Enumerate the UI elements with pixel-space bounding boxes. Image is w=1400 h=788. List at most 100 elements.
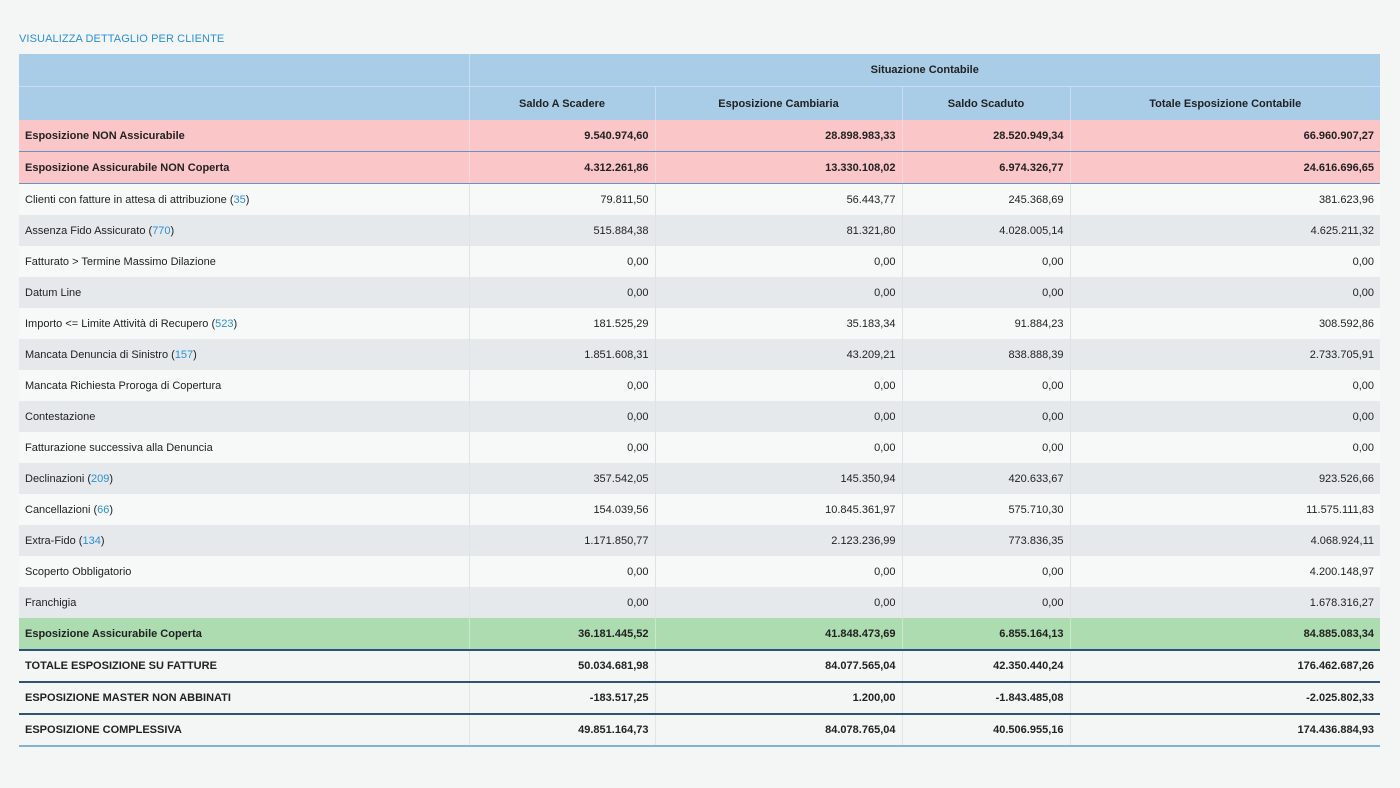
value-esposizione-cambiaria: 0,00	[655, 246, 903, 277]
header-columns-row: Saldo A Scadere Esposizione Cambiaria Sa…	[19, 86, 1380, 120]
row-label: Contestazione	[25, 410, 96, 423]
table-row: Esposizione Assicurabile Coperta 36.181.4…	[19, 618, 1380, 651]
column-header-esposizione-cambiaria[interactable]: Esposizione Cambiaria	[655, 86, 903, 120]
table-row: Mancata Denuncia di Sinistro (157) 1.851.…	[19, 339, 1380, 370]
value-saldo-scaduto: 0,00	[902, 277, 1071, 308]
value-totale-esposizione-contabile: 176.462.687,26	[1070, 650, 1380, 683]
value-esposizione-cambiaria: 35.183,34	[655, 308, 903, 339]
value-saldo-scaduto: 6.974.326,77	[902, 151, 1071, 184]
table-row: Assenza Fido Assicurato (770) 515.884,38 8…	[19, 215, 1380, 246]
value-esposizione-cambiaria: 41.848.473,69	[655, 618, 903, 651]
value-saldo-scaduto: 42.350.440,24	[902, 650, 1071, 683]
header-empty-cell	[19, 86, 470, 120]
value-totale-esposizione-contabile: 4.068.924,11	[1070, 525, 1380, 556]
table-header: Situazione Contabile Saldo A Scadere Esp…	[19, 54, 1380, 120]
value-totale-esposizione-contabile: 1.678.316,27	[1070, 587, 1380, 618]
row-label: Mancata Denuncia di Sinistro	[25, 348, 169, 361]
client-count-link[interactable]: 134	[82, 534, 101, 547]
value-totale-esposizione-contabile: 24.616.696,65	[1070, 151, 1380, 184]
client-count-link[interactable]: 157	[174, 348, 194, 361]
table-row: Importo <= Limite Attività di Recupero (…	[19, 308, 1380, 339]
row-label-cell: Importo <= Limite Attività di Recupero (…	[19, 308, 470, 339]
value-saldo-a-scadere: 1.171.850,77	[469, 525, 656, 556]
row-label-cell: Fatturazione successiva alla Denuncia	[19, 432, 470, 463]
view-client-detail-link[interactable]: VISUALIZZA DETTAGLIO PER CLIENTE	[19, 33, 225, 45]
row-label-cell: Franchigia	[19, 587, 470, 618]
row-label-cell: ESPOSIZIONE COMPLESSIVA	[19, 714, 470, 747]
value-saldo-a-scadere: 0,00	[469, 401, 656, 432]
header-group-situazione-contabile: Situazione Contabile	[469, 54, 1380, 87]
row-label-cell: Clienti con fatture in attesa di attribu…	[19, 183, 470, 215]
row-label: Fatturazione successiva alla Denuncia	[25, 441, 213, 454]
value-esposizione-cambiaria: 145.350,94	[655, 463, 903, 494]
value-totale-esposizione-contabile: 4.200.148,97	[1070, 556, 1380, 587]
value-saldo-scaduto: 0,00	[902, 556, 1071, 587]
value-esposizione-cambiaria: 81.321,80	[655, 215, 903, 246]
client-count-link[interactable]: 770	[152, 224, 171, 237]
column-header-totale-esposizione-contabile[interactable]: Totale Esposizione Contabile	[1070, 86, 1380, 120]
table-row: ESPOSIZIONE MASTER NON ABBINATI -183.517,…	[19, 682, 1380, 715]
client-count-link[interactable]: 66	[97, 503, 110, 516]
row-label-cell: Fatturato > Termine Massimo Dilazione	[19, 246, 470, 277]
value-totale-esposizione-contabile: 0,00	[1070, 246, 1380, 277]
table-row: Franchigia 0,00 0,00 0,00 1.678.316,27	[19, 587, 1380, 618]
client-count-link[interactable]: 523	[215, 317, 234, 330]
value-saldo-a-scadere: 9.540.974,60	[469, 120, 656, 152]
column-header-saldo-a-scadere[interactable]: Saldo A Scadere	[469, 86, 656, 120]
row-label: Extra-Fido	[25, 534, 76, 547]
value-totale-esposizione-contabile: 0,00	[1070, 277, 1380, 308]
value-esposizione-cambiaria: 28.898.983,33	[655, 120, 903, 152]
value-saldo-a-scadere: 0,00	[469, 556, 656, 587]
value-saldo-a-scadere: 0,00	[469, 432, 656, 463]
value-saldo-a-scadere: 0,00	[469, 277, 656, 308]
row-label: Declinazioni	[25, 472, 85, 485]
table-row: Cancellazioni (66) 154.039,56 10.845.361,9…	[19, 494, 1380, 525]
value-saldo-a-scadere: 0,00	[469, 370, 656, 401]
value-saldo-scaduto: 4.028.005,14	[902, 215, 1071, 246]
value-totale-esposizione-contabile: 308.592,86	[1070, 308, 1380, 339]
table-row: Esposizione NON Assicurabile 9.540.974,60…	[19, 120, 1380, 152]
exposure-table: Situazione Contabile Saldo A Scadere Esp…	[19, 54, 1380, 747]
row-label: Importo <= Limite Attività di Recupero	[25, 317, 209, 330]
table-row: ESPOSIZIONE COMPLESSIVA 49.851.164,73 84.0…	[19, 714, 1380, 747]
value-saldo-a-scadere: 0,00	[469, 587, 656, 618]
row-label-cell: Assenza Fido Assicurato (770)	[19, 215, 470, 246]
table-row: Extra-Fido (134) 1.171.850,77 2.123.236,99…	[19, 525, 1380, 556]
value-saldo-scaduto: 0,00	[902, 432, 1071, 463]
row-label: Esposizione Assicurabile NON Coperta	[25, 161, 230, 174]
row-label-cell: Declinazioni (209)	[19, 463, 470, 494]
column-header-saldo-scaduto[interactable]: Saldo Scaduto	[902, 86, 1071, 120]
value-saldo-scaduto: 773.836,35	[902, 525, 1071, 556]
row-label: Cancellazioni	[25, 503, 91, 516]
value-saldo-scaduto: 575.710,30	[902, 494, 1071, 525]
value-saldo-a-scadere: 357.542,05	[469, 463, 656, 494]
value-saldo-scaduto: 6.855.164,13	[902, 618, 1071, 651]
table-row: Fatturazione successiva alla Denuncia 0,0…	[19, 432, 1380, 463]
table-row: Clienti con fatture in attesa di attribu…	[19, 183, 1380, 215]
row-label-cell: Datum Line	[19, 277, 470, 308]
row-label-cell: TOTALE ESPOSIZIONE SU FATTURE	[19, 650, 470, 683]
row-label-cell: Scoperto Obbligatorio	[19, 556, 470, 587]
value-esposizione-cambiaria: 43.209,21	[655, 339, 903, 370]
client-count-link[interactable]: 209	[91, 472, 110, 485]
row-label: Datum Line	[25, 286, 82, 299]
header-group-row: Situazione Contabile	[19, 54, 1380, 87]
table-row: TOTALE ESPOSIZIONE SU FATTURE 50.034.681,…	[19, 650, 1380, 683]
table-row: Mancata Richiesta Proroga di Copertura 0,…	[19, 370, 1380, 401]
value-saldo-a-scadere: 1.851.608,31	[469, 339, 656, 370]
value-saldo-a-scadere: 0,00	[469, 246, 656, 277]
row-label: Scoperto Obbligatorio	[25, 565, 132, 578]
value-esposizione-cambiaria: 0,00	[655, 432, 903, 463]
row-label-cell: Esposizione Assicurabile Coperta	[19, 618, 470, 651]
value-esposizione-cambiaria: 1.200,00	[655, 682, 903, 715]
row-label-cell: Mancata Denuncia di Sinistro (157)	[19, 339, 470, 370]
value-esposizione-cambiaria: 0,00	[655, 556, 903, 587]
row-label: Clienti con fatture in attesa di attribu…	[25, 193, 227, 206]
row-label: TOTALE ESPOSIZIONE SU FATTURE	[25, 660, 217, 672]
value-saldo-scaduto: 0,00	[902, 587, 1071, 618]
client-count-link[interactable]: 35	[233, 193, 246, 206]
row-label-cell: Mancata Richiesta Proroga di Copertura	[19, 370, 470, 401]
row-label-cell: Extra-Fido (134)	[19, 525, 470, 556]
header-empty-cell	[19, 54, 470, 87]
row-label-cell: Esposizione NON Assicurabile	[19, 120, 470, 152]
